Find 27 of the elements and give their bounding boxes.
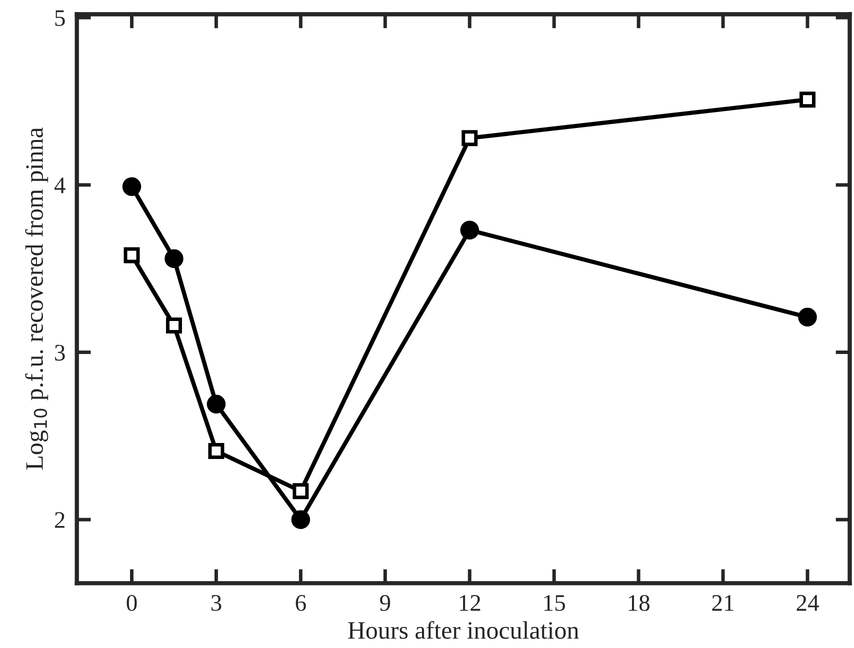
point (122, 177, 142, 196)
y-tick-label: 3 (55, 344, 65, 361)
x-tick-label: 18 (628, 594, 650, 611)
x-tick-label: 9 (380, 595, 390, 611)
x-tick-label: 15 (544, 595, 565, 611)
x-tick-label: 3 (211, 595, 222, 611)
point (798, 308, 817, 327)
y-tick-label: 5 (55, 10, 65, 26)
x-tick-label: 24 (796, 595, 819, 611)
point (166, 318, 182, 334)
point (800, 92, 816, 108)
point (206, 394, 226, 414)
point (460, 220, 480, 240)
point (164, 249, 184, 268)
point (292, 483, 309, 500)
x-axis-title: Hours after inoculation (348, 621, 579, 639)
x-tick-label: 6 (296, 595, 306, 611)
x-tick-label: 12 (460, 595, 480, 611)
y-tick-label: 4 (54, 178, 66, 194)
point (291, 510, 310, 529)
point (208, 443, 224, 459)
x-tick-label: 0 (126, 594, 137, 611)
x-tick-label: 21 (712, 595, 734, 611)
y-tick-label: 2 (54, 512, 64, 528)
point (462, 130, 478, 146)
point (124, 247, 140, 264)
y-axis-title: Log$_{10}$ p.f.u. recovered from pinna (25, 127, 48, 470)
